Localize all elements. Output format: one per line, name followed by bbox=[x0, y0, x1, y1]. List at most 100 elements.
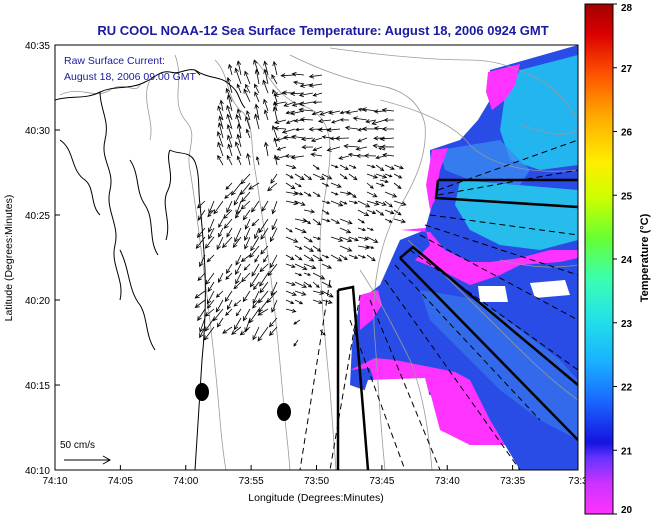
current-vector bbox=[352, 116, 368, 121]
current-vector bbox=[259, 263, 269, 273]
current-vector bbox=[197, 272, 206, 282]
current-vector bbox=[258, 290, 269, 304]
current-vector bbox=[217, 122, 224, 139]
current-vector bbox=[218, 218, 224, 228]
x-tick-label: 74:10 bbox=[42, 476, 67, 487]
current-vector bbox=[251, 200, 260, 213]
x-tick-label: 73:35 bbox=[500, 476, 525, 487]
current-vector bbox=[259, 281, 269, 294]
current-vector bbox=[204, 317, 215, 332]
current-vector bbox=[251, 263, 260, 277]
current-vector bbox=[267, 263, 278, 277]
current-vector bbox=[274, 119, 287, 125]
current-vector bbox=[330, 164, 339, 169]
current-vector bbox=[285, 227, 293, 233]
colorbar-tick-label: 22 bbox=[621, 383, 633, 394]
current-vector bbox=[357, 245, 370, 250]
current-vector bbox=[236, 133, 242, 148]
current-vector bbox=[208, 227, 215, 240]
current-vector bbox=[303, 236, 313, 243]
current-vector bbox=[339, 191, 352, 196]
inset-line-1: Raw Surface Current: bbox=[64, 55, 165, 67]
inset-line-2: August 18, 2006 09:00 GMT bbox=[64, 71, 197, 83]
current-vector bbox=[366, 254, 376, 262]
current-vector bbox=[375, 182, 385, 187]
current-vector bbox=[321, 173, 333, 180]
current-vector bbox=[245, 83, 251, 94]
current-vector bbox=[303, 191, 312, 197]
current-vector bbox=[258, 218, 269, 234]
current-vector bbox=[249, 272, 260, 288]
x-tick-label: 73:50 bbox=[304, 476, 329, 487]
current-vector bbox=[321, 218, 331, 223]
current-vector bbox=[293, 319, 301, 325]
current-vector bbox=[303, 263, 317, 270]
current-vector bbox=[312, 299, 323, 304]
current-vector bbox=[253, 281, 260, 291]
current-vector bbox=[236, 60, 242, 76]
plot-area: 50 cm/s Raw Surface Current: August 18, … bbox=[55, 45, 578, 470]
current-vector bbox=[379, 136, 395, 142]
current-vector bbox=[262, 79, 269, 94]
current-vector bbox=[384, 209, 395, 215]
current-vector bbox=[293, 80, 305, 85]
current-vector bbox=[364, 153, 377, 159]
current-vector bbox=[252, 326, 260, 341]
current-vector bbox=[252, 299, 260, 309]
current-vector bbox=[257, 326, 269, 342]
current-vector bbox=[242, 308, 251, 322]
current-vector bbox=[233, 317, 242, 331]
current-vector bbox=[230, 182, 242, 196]
current-vector bbox=[294, 263, 308, 270]
current-vector bbox=[343, 143, 359, 149]
current-vector bbox=[226, 94, 233, 112]
current-vector bbox=[339, 110, 350, 115]
current-vector bbox=[285, 290, 297, 296]
current-vector bbox=[263, 254, 269, 263]
current-vector bbox=[294, 182, 302, 188]
current-vector bbox=[216, 317, 224, 328]
current-vector bbox=[226, 227, 233, 238]
current-vector bbox=[235, 272, 242, 285]
sst-field-magenta-mid bbox=[400, 228, 578, 285]
y-tick-label: 40:20 bbox=[25, 296, 50, 307]
current-vector bbox=[375, 173, 388, 179]
current-vector bbox=[207, 209, 215, 218]
current-vector bbox=[339, 236, 353, 243]
current-vector bbox=[321, 263, 333, 269]
current-vector bbox=[339, 200, 348, 205]
current-vector bbox=[330, 200, 344, 207]
current-vector bbox=[226, 154, 233, 166]
current-vector bbox=[294, 272, 303, 277]
sst-field-magenta-west bbox=[360, 290, 382, 330]
current-vector bbox=[299, 83, 314, 88]
current-vector bbox=[380, 144, 395, 150]
current-vector bbox=[283, 101, 296, 107]
current-vector bbox=[319, 329, 326, 336]
current-vector bbox=[294, 191, 304, 196]
current-vector bbox=[303, 209, 316, 214]
current-vector bbox=[366, 200, 380, 206]
current-vector bbox=[225, 272, 233, 280]
x-tick-label: 73:55 bbox=[239, 476, 264, 487]
current-vector bbox=[226, 200, 233, 214]
current-vector bbox=[357, 137, 368, 143]
current-vector bbox=[303, 173, 313, 181]
current-vector bbox=[225, 182, 233, 190]
current-vector bbox=[215, 299, 224, 313]
current-vector bbox=[357, 218, 365, 224]
current-vector bbox=[330, 254, 343, 262]
current-vector bbox=[206, 299, 215, 309]
current-vector bbox=[285, 200, 299, 206]
current-vector bbox=[321, 182, 330, 187]
current-vector bbox=[294, 290, 307, 296]
current-vector bbox=[285, 299, 295, 304]
current-vector bbox=[244, 227, 251, 242]
current-vector bbox=[281, 128, 296, 134]
colorbar-tick-label: 27 bbox=[621, 64, 633, 75]
current-vector bbox=[222, 326, 233, 334]
current-vector bbox=[263, 109, 269, 121]
current-vector bbox=[235, 263, 242, 275]
current-vector bbox=[384, 164, 395, 170]
current-vector bbox=[254, 68, 260, 85]
